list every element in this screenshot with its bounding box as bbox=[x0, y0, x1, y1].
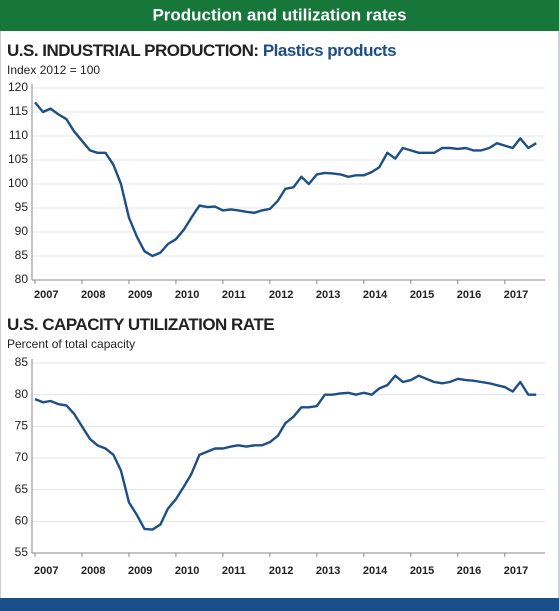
header-title: Production and utilization rates bbox=[152, 5, 406, 24]
x-tick-label: 2011 bbox=[222, 565, 246, 577]
data-line bbox=[34, 374, 537, 531]
data-line bbox=[34, 101, 537, 258]
y-tick-label: 105 bbox=[8, 152, 28, 166]
x-tick-label: 2017 bbox=[504, 565, 528, 577]
x-tick-label: 2012 bbox=[269, 565, 293, 577]
chart-title-text: U.S. INDUSTRIAL PRODUCTION: bbox=[7, 41, 259, 60]
chart-title-highlight: Plastics products bbox=[263, 41, 396, 60]
x-tick-label: 2009 bbox=[128, 289, 152, 301]
y-tick-label: 95 bbox=[15, 200, 29, 214]
x-tick-label: 2010 bbox=[175, 565, 199, 577]
y-tick-label: 65 bbox=[15, 482, 29, 496]
chart-title: U.S. INDUSTRIAL PRODUCTION: Plastics pro… bbox=[7, 41, 396, 60]
chart-title-text: U.S. CAPACITY UTILIZATION RATE bbox=[7, 315, 274, 334]
x-tick-label: 2016 bbox=[457, 565, 481, 577]
y-tick-label: 80 bbox=[15, 272, 29, 286]
chart-subtitle: Percent of total capacity bbox=[7, 337, 135, 351]
y-tick-label: 120 bbox=[8, 80, 28, 94]
y-tick-label: 85 bbox=[15, 355, 29, 369]
x-tick-label: 2009 bbox=[128, 565, 152, 577]
y-tick-label: 80 bbox=[15, 387, 29, 401]
x-tick-label: 2007 bbox=[34, 565, 58, 577]
y-tick-label: 85 bbox=[15, 248, 29, 262]
chart-title: U.S. CAPACITY UTILIZATION RATE bbox=[7, 315, 274, 334]
x-tick-label: 2011 bbox=[222, 289, 246, 301]
x-tick-label: 2013 bbox=[316, 289, 340, 301]
y-tick-label: 55 bbox=[15, 545, 29, 559]
y-tick-label: 75 bbox=[15, 419, 29, 433]
x-tick-label: 2014 bbox=[363, 289, 388, 301]
chart-subtitle: Index 2012 = 100 bbox=[7, 63, 100, 77]
x-tick-label: 2007 bbox=[34, 289, 58, 301]
y-tick-label: 115 bbox=[9, 104, 28, 118]
footer-bar bbox=[0, 598, 559, 611]
x-tick-label: 2016 bbox=[457, 289, 481, 301]
x-tick-label: 2008 bbox=[81, 289, 105, 301]
x-tick-label: 2012 bbox=[269, 289, 293, 301]
x-tick-label: 2015 bbox=[410, 289, 434, 301]
x-tick-label: 2013 bbox=[316, 565, 340, 577]
x-tick-label: 2008 bbox=[81, 565, 105, 577]
header-bar bbox=[0, 0, 559, 31]
y-tick-label: 60 bbox=[15, 514, 29, 528]
y-tick-label: 110 bbox=[9, 128, 28, 142]
x-tick-label: 2010 bbox=[175, 289, 199, 301]
x-tick-label: 2015 bbox=[410, 565, 434, 577]
x-tick-label: 2017 bbox=[504, 289, 528, 301]
y-tick-label: 70 bbox=[15, 450, 29, 464]
x-tick-label: 2014 bbox=[363, 565, 388, 577]
y-tick-label: 100 bbox=[8, 176, 28, 190]
y-tick-label: 90 bbox=[15, 224, 29, 238]
